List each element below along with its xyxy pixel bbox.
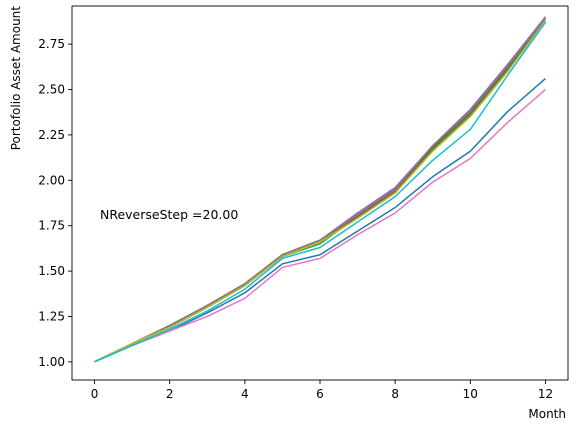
series-line-3 bbox=[94, 20, 547, 363]
x-tick-label: 2 bbox=[166, 387, 174, 401]
series-line-4 bbox=[94, 18, 547, 363]
series-line-2 bbox=[94, 16, 547, 363]
y-tick-label: 2.00 bbox=[38, 173, 65, 187]
y-tick-label: 2.75 bbox=[38, 37, 65, 51]
series-line-10 bbox=[94, 21, 547, 363]
x-tick-label: 4 bbox=[241, 387, 249, 401]
series-line-9 bbox=[94, 20, 547, 363]
x-tick-label: 12 bbox=[538, 387, 553, 401]
annotation-text: NReverseStep =20.00 bbox=[100, 207, 238, 222]
series-lines bbox=[94, 16, 547, 363]
series-line-8 bbox=[94, 18, 547, 363]
x-tick-label: 10 bbox=[463, 387, 478, 401]
y-tick-label: 1.25 bbox=[38, 309, 65, 323]
y-tick-label: 2.25 bbox=[38, 128, 65, 142]
y-tick-label: 1.75 bbox=[38, 219, 65, 233]
y-tick-label: 1.50 bbox=[38, 264, 65, 278]
x-axis-label: Month bbox=[528, 407, 566, 421]
x-tick-label: 6 bbox=[316, 387, 324, 401]
plot-frame bbox=[71, 5, 569, 381]
x-tick-label: 8 bbox=[391, 387, 399, 401]
y-axis-label: Portofolio Asset Amount bbox=[9, 6, 23, 151]
series-line-6 bbox=[94, 18, 547, 363]
y-tick-label: 1.00 bbox=[38, 355, 65, 369]
x-axis: 0 2 4 6 8 10 12 bbox=[91, 380, 553, 401]
x-tick-label: 0 bbox=[91, 387, 99, 401]
y-tick-label: 2.50 bbox=[38, 83, 65, 97]
series-line-5 bbox=[94, 16, 547, 363]
y-axis: 1.00 1.25 1.50 1.75 2.00 2.25 2.50 2.75 bbox=[38, 37, 72, 369]
series-line-7 bbox=[94, 88, 546, 363]
